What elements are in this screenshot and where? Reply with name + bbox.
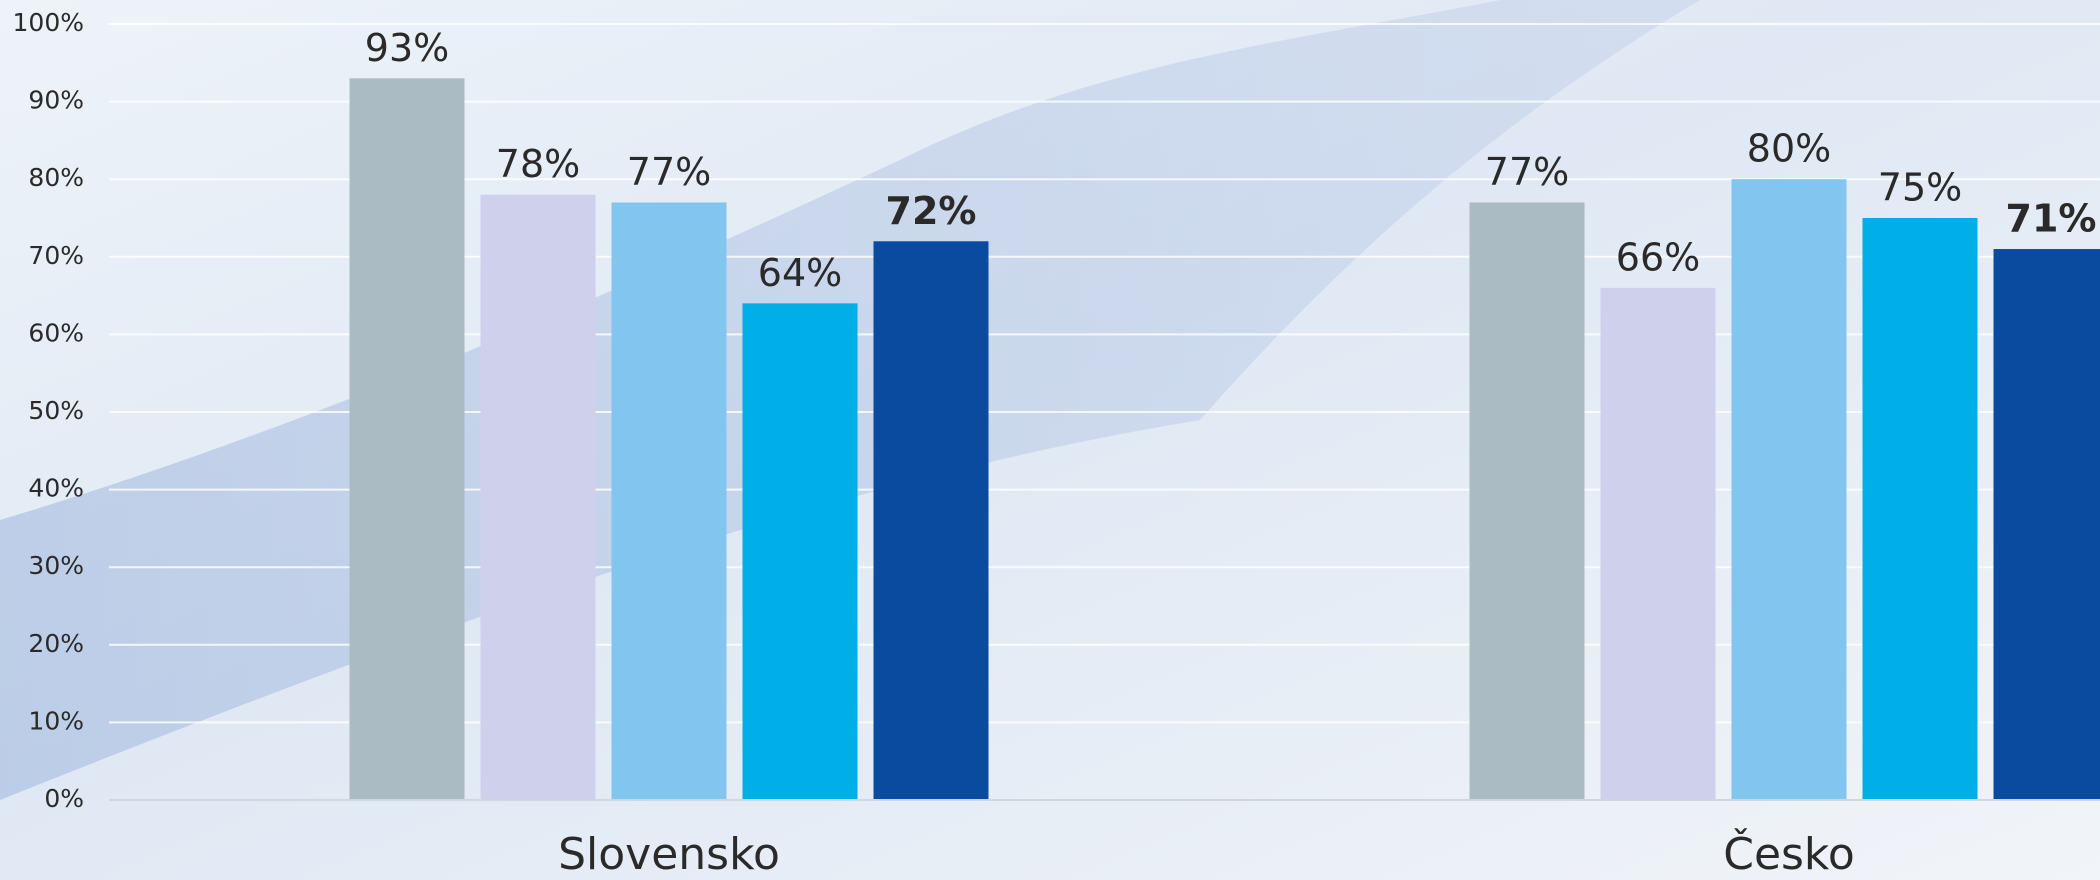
bar [873,241,989,800]
value-label: 72% [886,189,977,233]
value-label: 75% [1878,166,1962,210]
bar [480,194,596,801]
value-label: 78% [496,142,580,186]
value-label: 77% [627,150,711,194]
bar [611,202,727,801]
x-tick-label: Česko [1723,827,1855,880]
bar [1469,202,1585,801]
x-tick-label: Slovensko [558,829,780,880]
y-tick-label: 30% [28,551,84,580]
value-label: 66% [1616,235,1700,279]
y-tick-label: 60% [28,318,84,347]
value-label: 64% [758,251,842,295]
bar [742,303,858,800]
bar [1731,179,1847,800]
bar [1993,249,2100,801]
y-tick-label: 0% [44,784,84,813]
y-tick-label: 70% [28,241,84,270]
bar [349,78,465,800]
value-label: 77% [1485,150,1569,194]
y-tick-label: 10% [28,706,84,735]
bar [1600,287,1716,801]
y-tick-label: 20% [28,629,84,658]
plot: 0% 10% 20% 30% 40% 50% 60% 70% 80% 90% 100% Slovens… [13,8,2100,880]
value-label: 80% [1747,127,1831,171]
y-tick-label: 40% [28,474,84,503]
y-tick-label: 80% [28,163,84,192]
value-label: 71% [2006,197,2097,241]
y-tick-label: 100% [13,8,84,37]
bar [1862,218,1978,800]
value-label: 93% [365,26,449,70]
y-tick-label: 50% [28,396,84,425]
y-tick-label: 90% [28,86,84,115]
